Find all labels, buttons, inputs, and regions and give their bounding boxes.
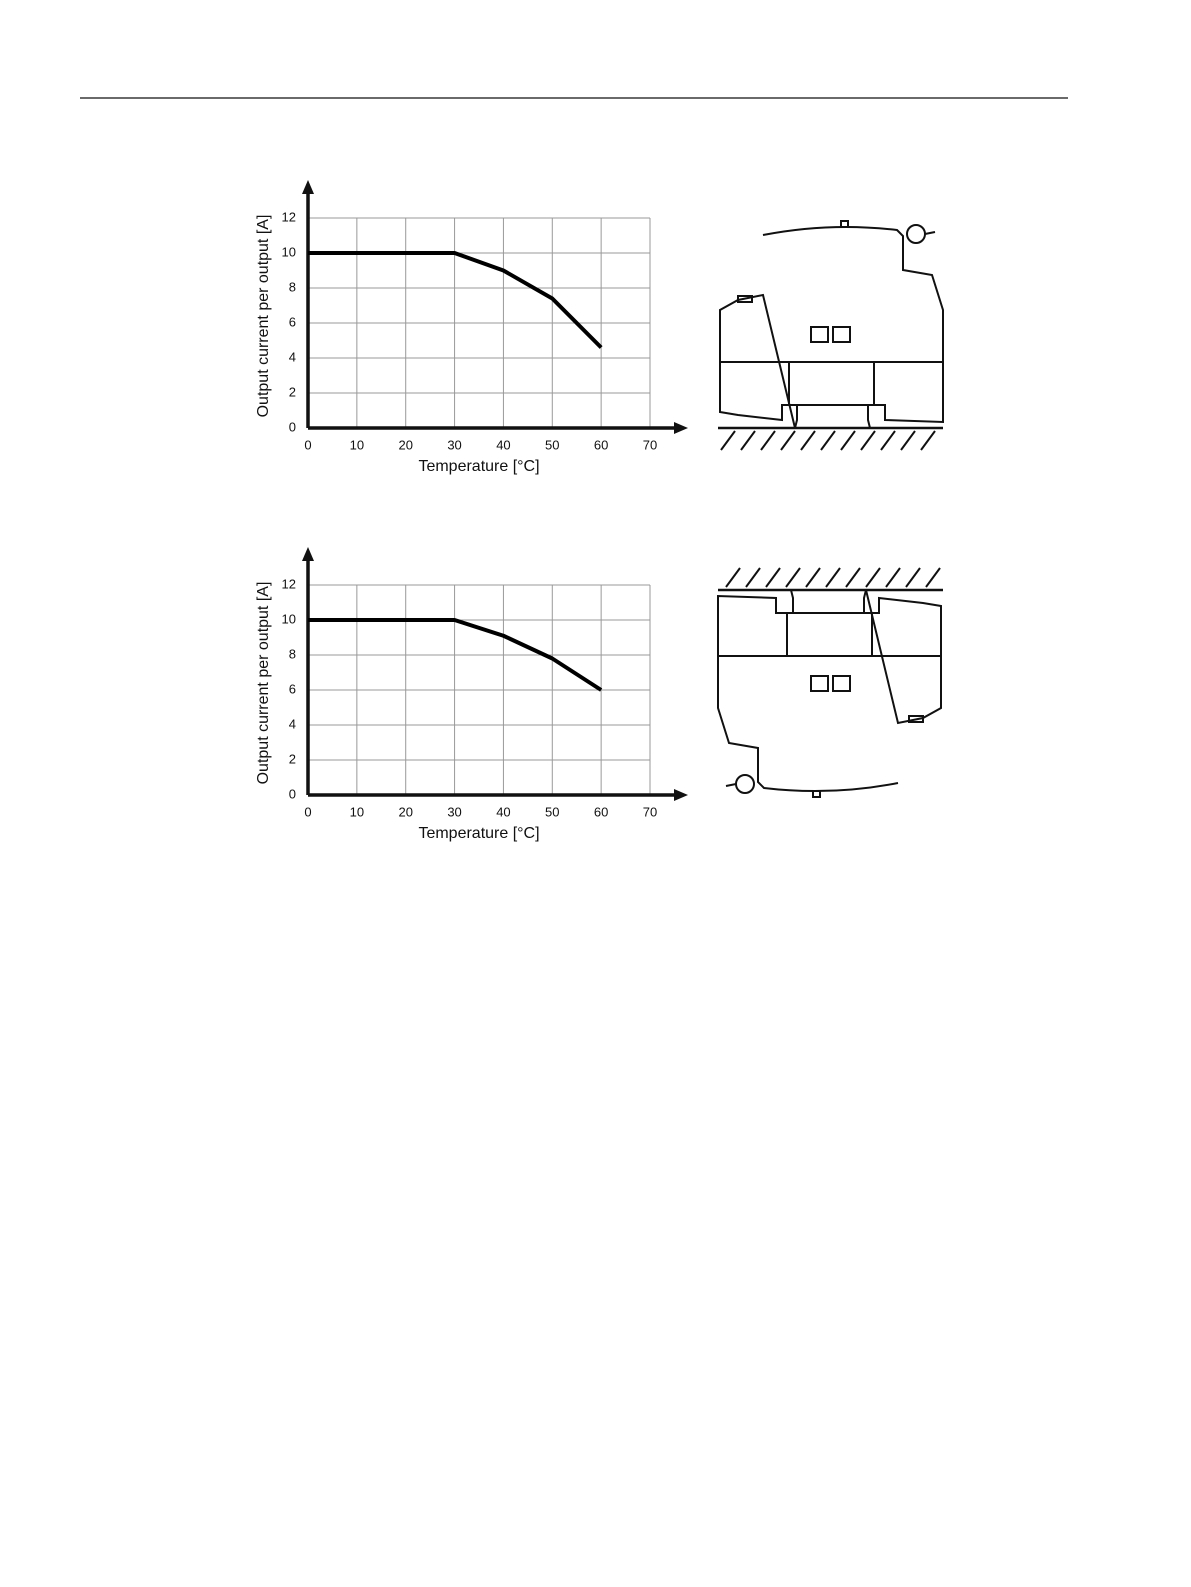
y-tick-label: 0: [289, 419, 296, 434]
y-tick-label: 12: [282, 209, 296, 224]
x-axis-arrow: [674, 789, 688, 801]
y-axis-arrow: [302, 547, 314, 561]
y-tick-label: 6: [289, 681, 296, 696]
y-tick-label: 2: [289, 751, 296, 766]
x-axis-arrow: [674, 422, 688, 434]
y-axis-title: Output current per output [A]: [255, 215, 272, 418]
y-tick-label: 8: [289, 646, 296, 661]
x-tick-label: 70: [643, 437, 657, 452]
x-tick-label: 20: [398, 804, 412, 819]
y-tick-label: 4: [289, 349, 296, 364]
x-tick-label: 50: [545, 437, 559, 452]
x-tick-label: 60: [594, 804, 608, 819]
x-tick-label: 70: [643, 804, 657, 819]
x-tick-label: 10: [350, 804, 364, 819]
x-tick-label: 60: [594, 437, 608, 452]
x-tick-label: 40: [496, 437, 510, 452]
y-tick-label: 10: [282, 244, 296, 259]
y-tick-label: 12: [282, 576, 296, 591]
x-tick-label: 20: [398, 437, 412, 452]
y-tick-label: 6: [289, 314, 296, 329]
y-axis-title: Output current per output [A]: [255, 582, 272, 785]
y-tick-label: 4: [289, 716, 296, 731]
x-tick-label: 0: [304, 804, 311, 819]
x-tick-label: 40: [496, 804, 510, 819]
x-axis-title: Temperature [°C]: [418, 825, 539, 842]
y-tick-label: 0: [289, 786, 296, 801]
device-drawing: [718, 220, 944, 451]
x-tick-label: 10: [350, 437, 364, 452]
y-axis-arrow: [302, 180, 314, 194]
x-tick-label: 30: [447, 804, 461, 819]
x-tick-label: 50: [545, 804, 559, 819]
y-tick-label: 8: [289, 279, 296, 294]
x-tick-label: 30: [447, 437, 461, 452]
data-line: [308, 251, 603, 349]
y-tick-label: 10: [282, 611, 296, 626]
x-tick-label: 0: [304, 437, 311, 452]
device-drawing: [716, 566, 945, 799]
x-axis-title: Temperature [°C]: [418, 458, 539, 475]
data-line: [308, 618, 603, 692]
y-tick-label: 2: [289, 384, 296, 399]
